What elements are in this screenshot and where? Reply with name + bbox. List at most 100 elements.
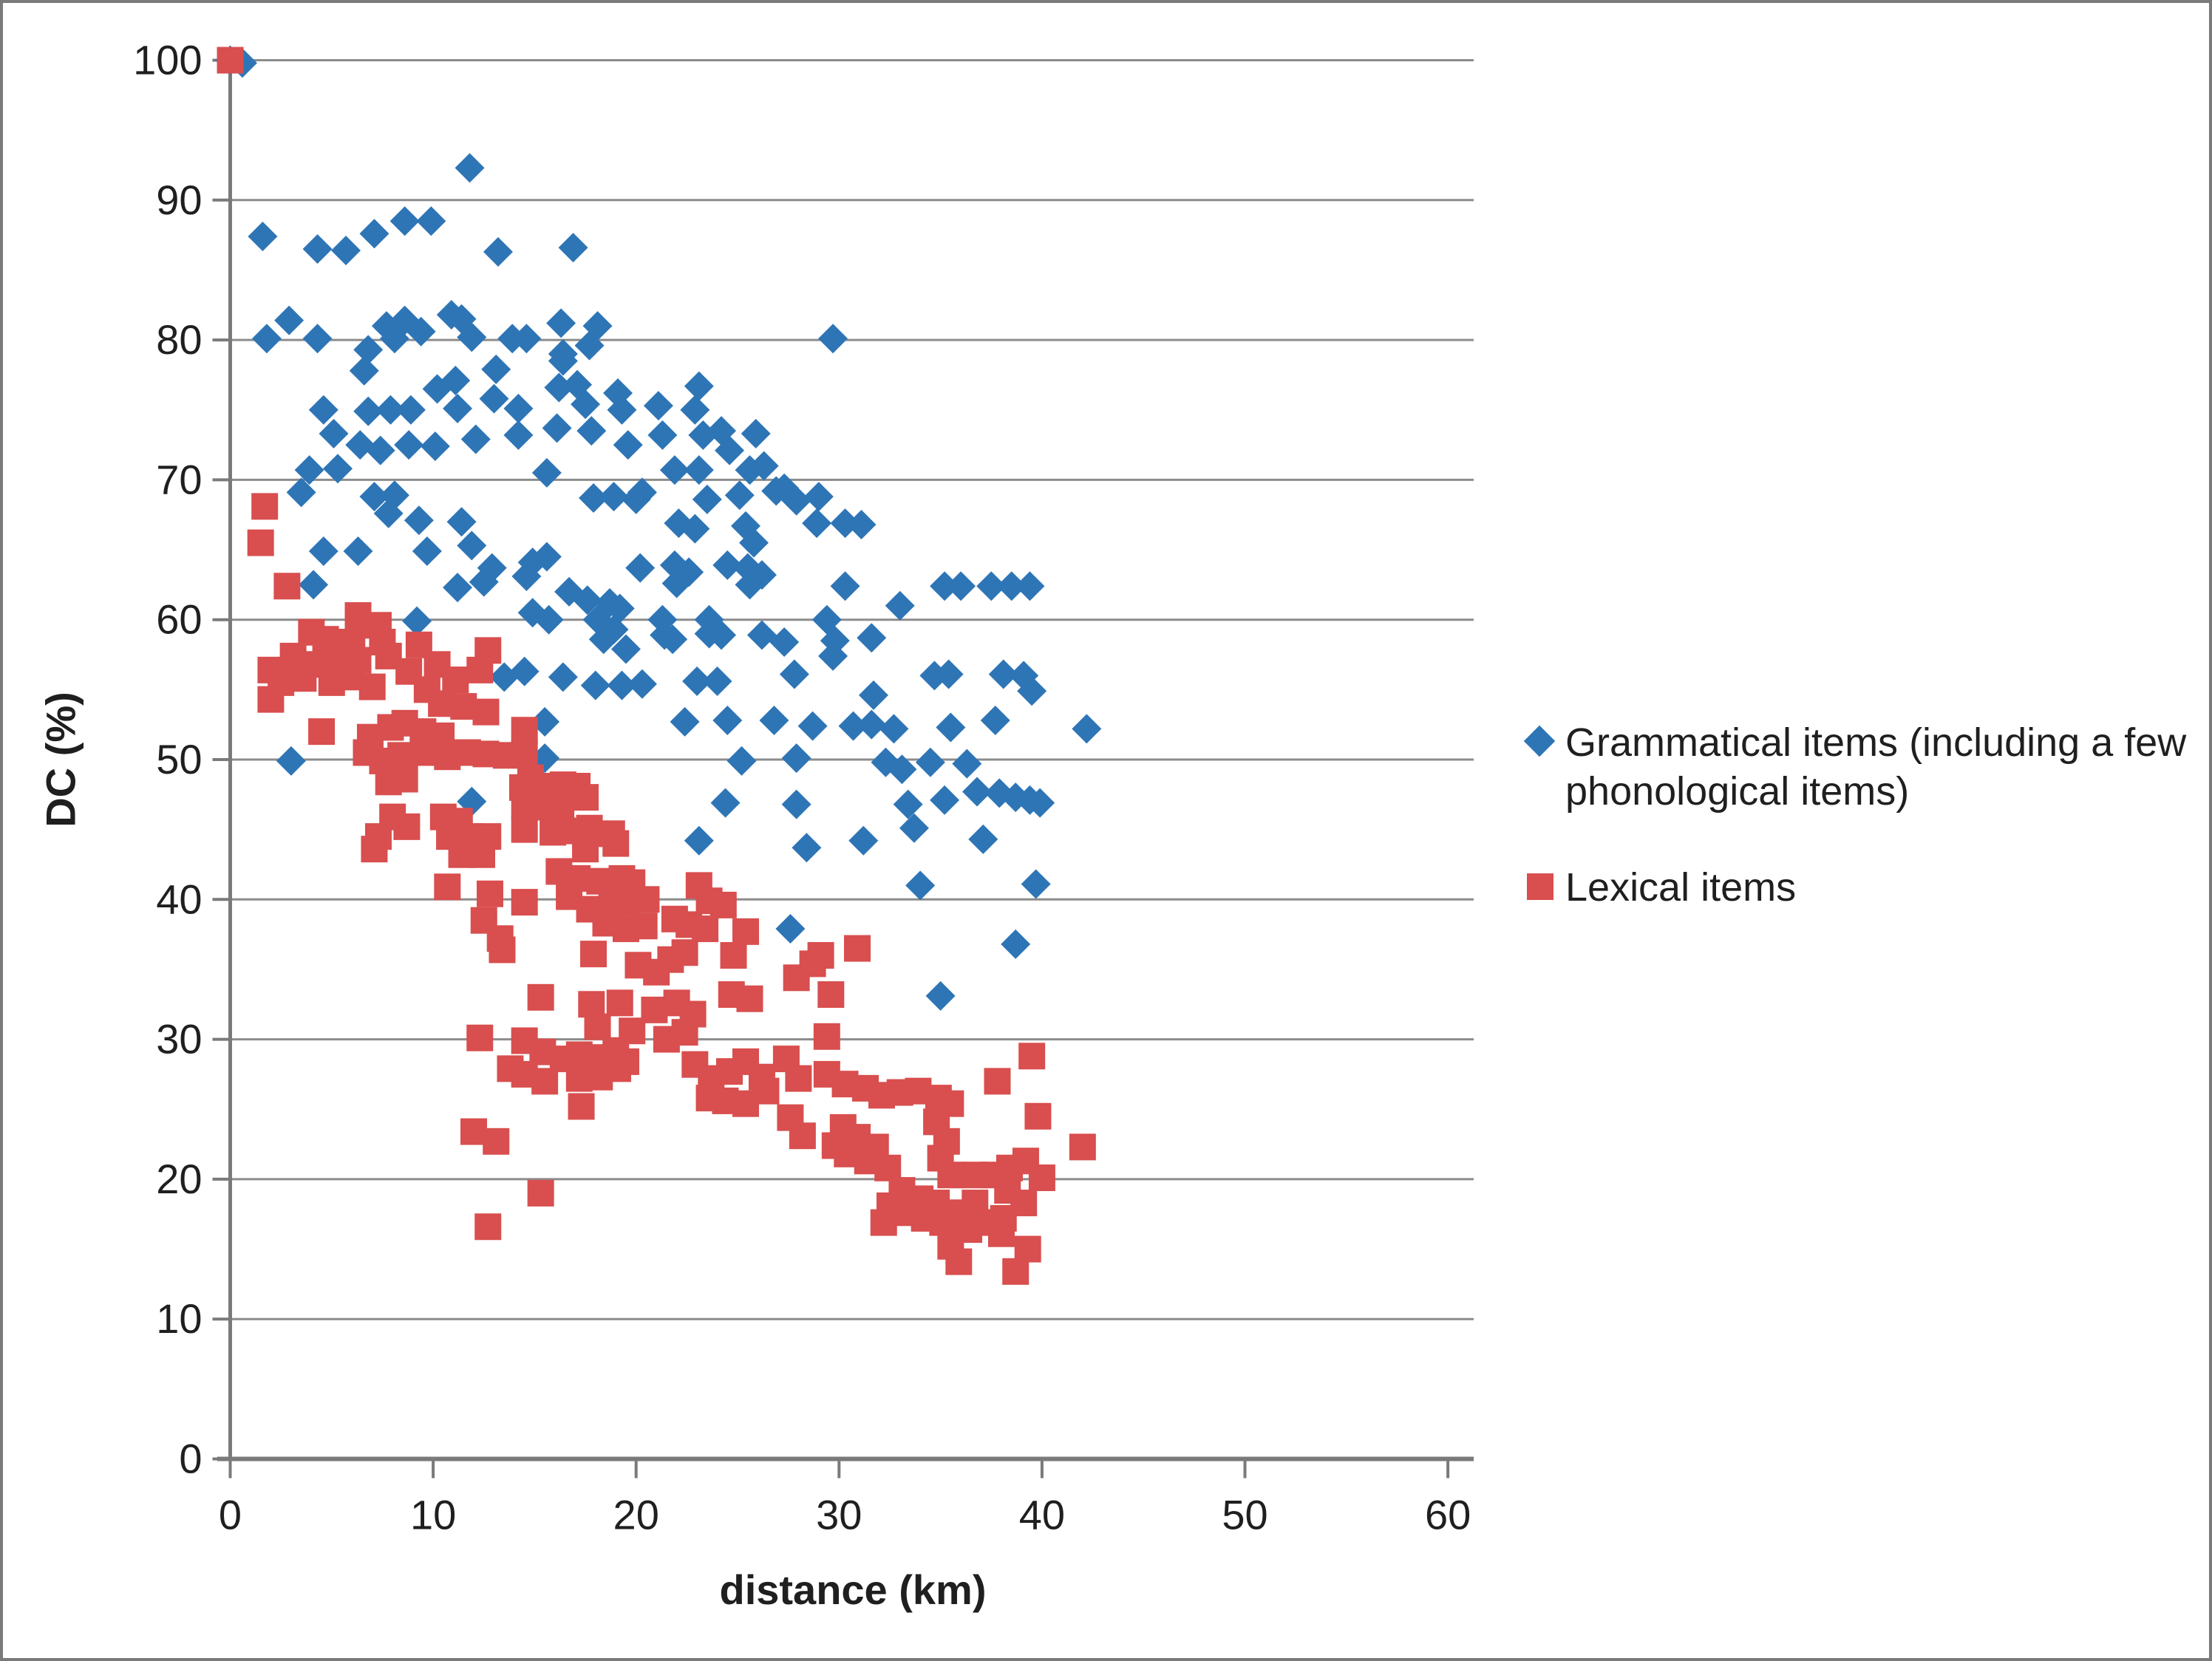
- data-point-grammatical: [879, 714, 909, 744]
- data-point-lexical: [1014, 1235, 1041, 1263]
- data-point-grammatical: [893, 789, 923, 819]
- data-point-grammatical: [988, 659, 1018, 689]
- data-point-lexical: [612, 915, 639, 943]
- legend-label-grammatical-line1: Grammatical items (including a few: [1565, 720, 2187, 765]
- data-point-grammatical: [621, 484, 651, 514]
- data-point-lexical: [391, 765, 418, 793]
- x-tick-label-60: 60: [1425, 1492, 1471, 1538]
- data-point-grammatical: [658, 624, 688, 655]
- data-point-grammatical: [848, 825, 879, 856]
- data-point-grammatical: [968, 824, 998, 854]
- data-point-lexical: [937, 1162, 964, 1189]
- data-point-lexical: [279, 642, 307, 669]
- data-point-grammatical: [684, 371, 714, 401]
- data-point-grammatical: [885, 590, 915, 621]
- data-point-grammatical: [735, 455, 765, 485]
- data-point-lexical: [474, 1213, 502, 1241]
- data-point-lexical: [460, 1118, 488, 1145]
- data-point-lexical: [874, 1154, 902, 1181]
- data-point-lexical: [476, 880, 503, 907]
- data-point-grammatical: [661, 568, 692, 598]
- data-point-grammatical: [509, 656, 540, 686]
- data-point-grammatical: [680, 514, 710, 544]
- data-point-grammatical: [308, 395, 338, 425]
- data-point-grammatical: [302, 324, 333, 354]
- data-point-grammatical: [469, 567, 499, 597]
- y-tick-label-30: 30: [156, 1016, 202, 1063]
- data-point-grammatical: [389, 206, 420, 236]
- data-point-grammatical: [712, 550, 743, 580]
- data-point-grammatical: [779, 659, 809, 689]
- data-point-grammatical: [503, 393, 534, 423]
- data-point-grammatical: [887, 754, 917, 785]
- data-point-grammatical: [1025, 788, 1055, 818]
- data-point-grammatical: [286, 477, 316, 508]
- data-point-lexical: [709, 891, 737, 918]
- data-point-grammatical: [936, 712, 966, 743]
- data-point-lexical: [789, 1122, 816, 1150]
- y-tick-label-90: 90: [156, 177, 202, 223]
- data-point-grammatical: [915, 747, 945, 777]
- data-point-lexical: [442, 666, 469, 694]
- data-point-lexical: [984, 1068, 1011, 1095]
- data-point-grammatical: [769, 627, 800, 657]
- scatter-plot: 0 10 20 30 40 50 60 70 80 90 100 0 10 20 30 40 50 60: [133, 37, 1474, 1538]
- y-tick-label-80: 80: [156, 316, 202, 363]
- data-point-lexical: [580, 941, 608, 968]
- data-point-grammatical: [443, 573, 473, 603]
- data-point-grammatical: [682, 666, 712, 696]
- data-point-grammatical: [359, 482, 389, 512]
- data-point-grammatical: [781, 789, 811, 819]
- data-point-lexical: [361, 836, 388, 863]
- data-point-lexical: [489, 936, 516, 963]
- data-point-grammatical: [802, 508, 832, 539]
- data-point-grammatical: [319, 418, 349, 448]
- data-point-lexical: [472, 698, 500, 726]
- data-point-grammatical: [746, 620, 777, 650]
- data-point-grammatical: [818, 641, 848, 671]
- data-point-lexical: [586, 1063, 613, 1091]
- data-point-grammatical: [792, 833, 822, 863]
- data-point-lexical: [428, 690, 455, 717]
- data-point-grammatical: [899, 813, 929, 843]
- data-point-lexical: [1002, 1258, 1030, 1285]
- data-point-grammatical: [980, 705, 1010, 735]
- x-tick-label-20: 20: [613, 1492, 659, 1538]
- data-point-grammatical: [544, 372, 574, 403]
- x-tick-label-50: 50: [1222, 1492, 1267, 1538]
- data-point-grammatical: [659, 455, 690, 485]
- data-point-lexical: [511, 816, 538, 843]
- data-point-grammatical: [548, 346, 578, 376]
- data-point-lexical: [692, 915, 719, 943]
- data-point-grammatical: [395, 395, 426, 425]
- data-point-grammatical: [402, 606, 432, 636]
- x-axis-title: distance (km): [719, 1566, 987, 1613]
- data-point-grammatical: [460, 424, 491, 454]
- data-point-grammatical: [406, 316, 436, 347]
- data-point-lexical: [987, 1220, 1015, 1247]
- data-point-grammatical: [857, 709, 887, 740]
- data-point-lexical: [720, 942, 747, 969]
- data-point-grammatical: [830, 571, 860, 601]
- legend-label-grammatical-line2: phonological items): [1565, 769, 1910, 814]
- data-point-grammatical: [846, 509, 877, 539]
- data-point-grammatical: [599, 482, 629, 512]
- data-point-lexical: [732, 1090, 759, 1117]
- data-point-grammatical: [299, 570, 329, 600]
- data-point-grammatical: [579, 483, 609, 514]
- legend-label-lexical: Lexical items: [1565, 865, 1797, 910]
- data-point-grammatical: [707, 620, 737, 650]
- data-point-lexical: [511, 889, 538, 916]
- data-point-grammatical: [503, 420, 534, 450]
- data-point-grammatical: [379, 324, 409, 354]
- data-point-lexical: [527, 1179, 554, 1207]
- data-point-grammatical: [684, 455, 714, 485]
- data-point-lexical: [308, 718, 336, 746]
- data-point-grammatical: [481, 354, 511, 384]
- data-point-lexical: [785, 1065, 812, 1092]
- data-point-grammatical: [680, 395, 710, 425]
- data-point-grammatical: [558, 233, 588, 263]
- data-point-grammatical: [715, 435, 745, 465]
- data-point-lexical: [290, 665, 317, 692]
